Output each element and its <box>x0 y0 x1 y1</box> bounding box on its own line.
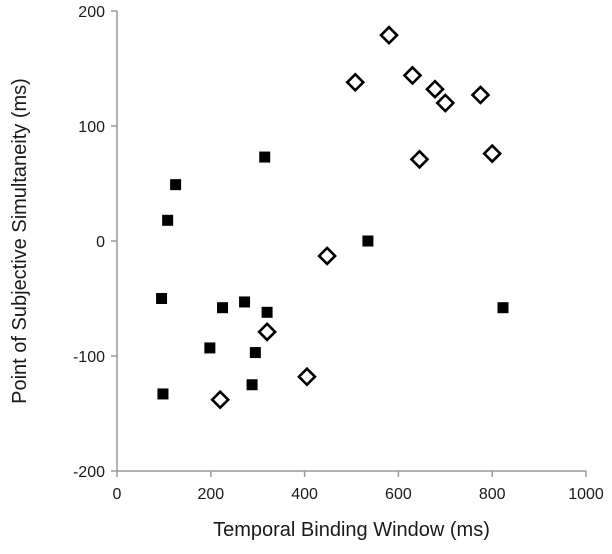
y-tick-label: -200 <box>73 464 105 481</box>
diamond-point <box>257 322 277 342</box>
square-point <box>162 214 174 226</box>
square-point <box>261 306 273 318</box>
square-point <box>157 388 169 400</box>
diamond-point <box>317 246 337 266</box>
x-tick-label: 200 <box>197 486 224 503</box>
diamond-point <box>482 143 503 164</box>
y-axis-title: Point of Subjective Simultaneity (ms) <box>9 78 31 404</box>
square-point <box>239 296 251 308</box>
x-tick-label: 0 <box>113 486 122 503</box>
square-point <box>259 151 271 163</box>
diamond-point <box>210 389 231 410</box>
diamond-point <box>379 25 399 45</box>
square-point <box>204 342 216 354</box>
data-points <box>156 25 509 410</box>
x-tick-label: 400 <box>291 486 318 503</box>
x-axis-title: Temporal Binding Window (ms) <box>213 519 490 541</box>
y-tick-label: 100 <box>78 119 105 136</box>
y-tick-label: 200 <box>78 4 105 21</box>
x-tick-label: 1000 <box>568 486 604 503</box>
diamond-point <box>345 72 366 93</box>
diamond-point <box>297 366 317 387</box>
x-ticks: 0 200 400 600 800 1000 <box>113 471 604 503</box>
diamond-point <box>402 65 423 86</box>
diamond-point <box>425 79 445 100</box>
diamond-point <box>409 149 430 170</box>
plot-area: -200 -100 0 100 200 0 200 400 600 800 1000 <box>73 4 604 503</box>
square-point <box>170 179 182 191</box>
diamond-point <box>470 85 491 105</box>
square-point <box>246 379 258 391</box>
y-tick-label: -100 <box>73 349 105 366</box>
square-point <box>249 347 261 359</box>
diamond-point <box>435 93 456 113</box>
y-ticks: -200 -100 0 100 200 <box>73 4 117 481</box>
square-point <box>156 293 168 304</box>
square-point <box>362 235 374 247</box>
x-tick-label: 600 <box>385 486 412 503</box>
x-tick-label: 800 <box>479 486 506 503</box>
square-point <box>497 302 509 314</box>
y-tick-label: 0 <box>96 234 105 251</box>
square-point <box>217 302 229 314</box>
